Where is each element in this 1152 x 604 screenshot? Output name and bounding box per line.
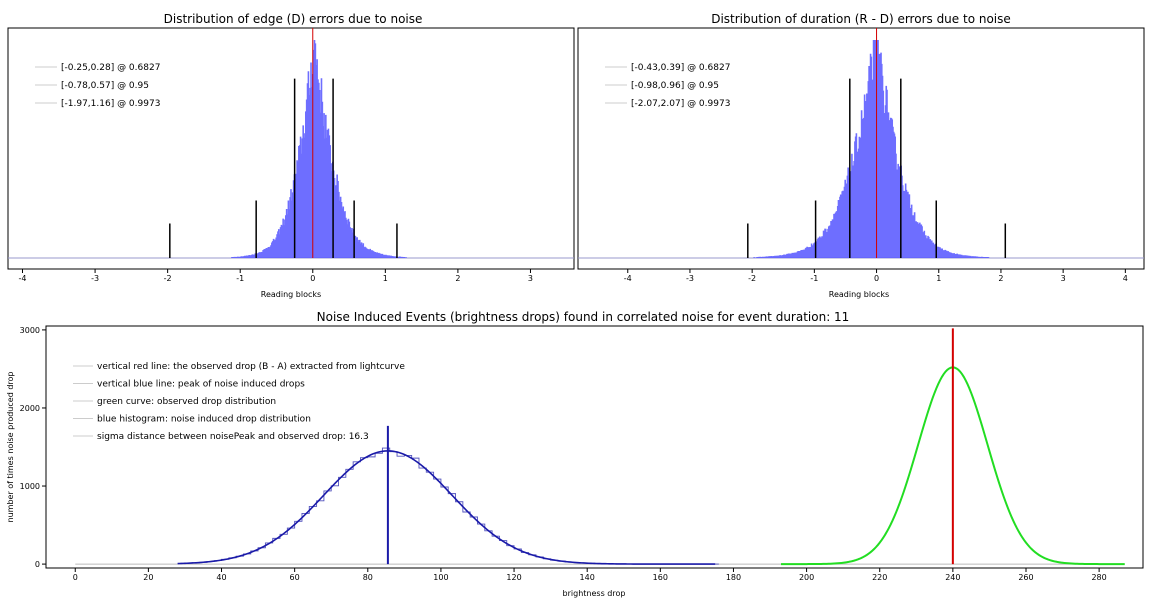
chart-3-legend-entry-3: green curve: observed drop distribution bbox=[97, 397, 276, 407]
chart-3-x-tick-label: 220 bbox=[872, 573, 887, 582]
chart-3-y-label: number of times noise produced drop bbox=[6, 372, 15, 523]
chart-2: [-0.43,0.39] @ 0.6827 [-0.98,0.96] @ 0.95… bbox=[578, 28, 1144, 283]
chart-2-legend-entry-2: [-0.98,0.96] @ 0.95 bbox=[631, 81, 719, 91]
chart-3-x-tick-label: 160 bbox=[653, 573, 668, 582]
chart-3: vertical red line: the observed drop (B … bbox=[20, 326, 1125, 582]
chart-1-x-tick-label: -3 bbox=[91, 274, 99, 283]
chart-3-legend-entry-1: vertical red line: the observed drop (B … bbox=[97, 362, 405, 372]
chart-3-x-tick-label: 0 bbox=[73, 573, 78, 582]
chart-3-x-tick-label: 100 bbox=[433, 573, 448, 582]
chart-2-x-tick-label: -2 bbox=[748, 274, 756, 283]
chart-1-x-tick-label: -4 bbox=[19, 274, 27, 283]
chart-2-x-tick-label: 1 bbox=[936, 274, 941, 283]
chart-1-x-tick-label: -1 bbox=[236, 274, 244, 283]
chart-3-x-tick-label: 180 bbox=[726, 573, 741, 582]
chart-3-x-tick-label: 40 bbox=[216, 573, 226, 582]
chart-3-x-tick-label: 240 bbox=[945, 573, 960, 582]
chart-3-legend-entry-5: sigma distance between noisePeak and obs… bbox=[97, 432, 369, 442]
chart-2-x-tick-label: -3 bbox=[686, 274, 694, 283]
chart-3-x-tick-label: 120 bbox=[506, 573, 521, 582]
chart-1-legend-entry-2: [-0.78,0.57] @ 0.95 bbox=[61, 81, 149, 91]
chart-2-x-tick-label: 2 bbox=[998, 274, 1003, 283]
chart-3-x-tick-label: 280 bbox=[1091, 573, 1106, 582]
chart-2-legend-entry-3: [-2.07,2.07] @ 0.9973 bbox=[631, 99, 730, 109]
chart-3-x-tick-label: 260 bbox=[1018, 573, 1033, 582]
chart-2-x-tick-label: 4 bbox=[1123, 274, 1128, 283]
chart-2-x-tick-label: 0 bbox=[874, 274, 879, 283]
chart-1-x-tick-label: 3 bbox=[528, 274, 533, 283]
chart-3-title: Noise Induced Events (brightness drops) … bbox=[317, 310, 850, 324]
chart-3-y-tick-label: 2000 bbox=[20, 404, 40, 413]
chart-3-y-tick-label: 3000 bbox=[20, 326, 40, 335]
chart-2-x-label: Reading blocks bbox=[829, 290, 889, 299]
chart-2-x-tick-label: -4 bbox=[624, 274, 632, 283]
chart-1-x-tick-label: 2 bbox=[455, 274, 460, 283]
chart-3-x-tick-label: 20 bbox=[143, 573, 153, 582]
chart-3-x-tick-label: 200 bbox=[799, 573, 814, 582]
chart-1-legend-entry-1: [-0.25,0.28] @ 0.6827 bbox=[61, 63, 160, 73]
chart-1: [-0.25,0.28] @ 0.6827 [-0.78,0.57] @ 0.95… bbox=[8, 28, 574, 283]
chart-3-legend-entry-4: blue histogram: noise induced drop distr… bbox=[97, 415, 311, 425]
chart-1-legend-entry-3: [-1.97,1.16] @ 0.9973 bbox=[61, 99, 160, 109]
chart-3-legend-entry-2: vertical blue line: peak of noise induce… bbox=[97, 380, 305, 390]
chart-3-y-tick-label: 1000 bbox=[20, 482, 40, 491]
chart-2-title: Distribution of duration (R - D) errors … bbox=[711, 12, 1011, 26]
chart-2-x-tick-label: 3 bbox=[1061, 274, 1066, 283]
chart-2-legend-entry-1: [-0.43,0.39] @ 0.6827 bbox=[631, 63, 730, 73]
chart-1-histogram bbox=[230, 40, 407, 258]
chart-3-y-tick-label: 0 bbox=[35, 560, 40, 569]
chart-1-x-tick-label: 1 bbox=[383, 274, 388, 283]
chart-3-x-label: brightness drop bbox=[563, 589, 626, 598]
chart-1-x-tick-label: 0 bbox=[310, 274, 315, 283]
chart-3-noise-curve bbox=[177, 450, 716, 565]
chart-3-x-tick-label: 80 bbox=[363, 573, 373, 582]
chart-3-x-tick-label: 140 bbox=[580, 573, 595, 582]
chart-1-title: Distribution of edge (D) errors due to n… bbox=[164, 12, 423, 26]
chart-1-x-tick-label: -2 bbox=[164, 274, 172, 283]
chart-1-x-label: Reading blocks bbox=[261, 290, 321, 299]
chart-3-x-tick-label: 60 bbox=[290, 573, 300, 582]
chart-3-plot-area bbox=[45, 325, 1144, 569]
chart-2-x-tick-label: -1 bbox=[810, 274, 818, 283]
